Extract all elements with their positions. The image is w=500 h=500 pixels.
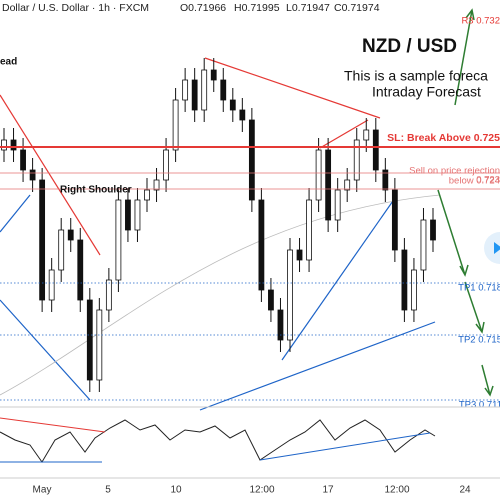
candle-body [1,139,7,151]
candle-body [229,99,236,111]
candle-body [382,169,389,191]
header: Dollar / U.S. Dollar · 1h · FXCM [2,2,149,14]
candle-body [287,249,293,341]
candle-body [77,239,84,301]
x-axis: May 5 10 12:00 17 12:00 24 [33,485,471,496]
trend-line [0,299,91,401]
candle-body [401,249,408,311]
candle-body [105,279,112,311]
arrow [481,364,494,397]
candles [1,58,436,392]
forecast-arrows [437,8,494,397]
candle-body [67,229,74,241]
levels: R3 0.732 SL: Break Above 0.725 Sell on pri… [0,16,500,411]
x-tick-label: 24 [459,485,471,496]
candle-body [201,69,208,111]
candle-body [172,99,179,151]
x-tick-label: 12:00 [384,485,409,496]
candle-body [191,79,198,111]
trend-line [199,321,436,411]
candle-body [115,199,122,281]
x-tick-label: 12:00 [249,485,274,496]
candle-body [258,199,265,291]
candle-body [239,109,246,121]
rsi-trend [0,417,106,433]
candle-body [306,199,312,261]
candle-body [296,249,303,261]
candle-body [248,119,255,201]
candle-body [86,299,93,381]
candle-body [39,179,46,301]
level-label: below 0.724 [449,176,500,187]
candle-body [334,189,341,221]
annotation: ead [0,57,17,68]
rsi-line [0,419,436,463]
candle-body [96,309,103,381]
subtitle: This is a sample foreca [344,68,488,84]
level-label: TP3 0.711 [459,400,500,411]
candle-body [10,139,17,151]
level-label: TP2 0.715 [458,335,500,346]
candle-body [411,269,417,311]
candle-body [391,189,398,251]
rsi-trend [259,432,431,461]
candle-body [268,289,274,311]
x-tick-label: May [33,485,52,496]
candle-body [372,129,379,171]
trend-line [281,197,396,361]
ohlc-high: H0.71995 [234,2,280,14]
chart-title: NZD / USD [362,36,457,57]
level-label: 0.723 [476,175,500,186]
candle-body [325,149,332,221]
candle-body [420,219,427,271]
trend-line [204,57,381,119]
candle-body [182,79,189,101]
candle-body [134,199,141,231]
scroll-icon [494,242,500,254]
ohlc-close: C0.71974 [334,2,380,14]
candle-body [430,219,436,241]
arrow [454,8,475,106]
annotation: Right Shoulder [60,185,132,196]
candle-body [353,139,360,181]
x-tick-label: 10 [170,485,182,496]
level-label: Sell on price rejection [409,166,500,177]
moving-average [0,194,441,396]
level-label: SL: Break Above 0.725 [387,132,500,144]
candle-body [315,149,322,201]
trend-line [0,194,31,233]
candle-body [220,79,227,101]
candle-body [125,199,131,231]
trend-line [0,94,101,256]
candle-body [20,149,26,171]
candle-body [153,179,160,191]
candle-body [58,229,65,271]
candle-body [210,69,217,81]
scroll-button[interactable] [484,232,500,264]
x-tick-label: 5 [105,485,111,496]
candle-body [144,189,150,201]
arrow [464,281,485,334]
candle-body [277,309,284,341]
arrow [437,189,469,277]
ohlc-open: O0.71966 [180,2,226,14]
level-label: R3 0.732 [461,16,500,27]
subtitle: Intraday Forecast [372,84,481,100]
candle-body [29,169,36,181]
level-label: TP1 0.718 [458,283,500,294]
candle-body [48,269,55,301]
candle-body [163,149,169,181]
ohlc-low: L0.71947 [286,2,330,14]
candle-body [344,179,351,191]
x-tick-label: 17 [322,485,334,496]
candle-body [363,129,370,141]
